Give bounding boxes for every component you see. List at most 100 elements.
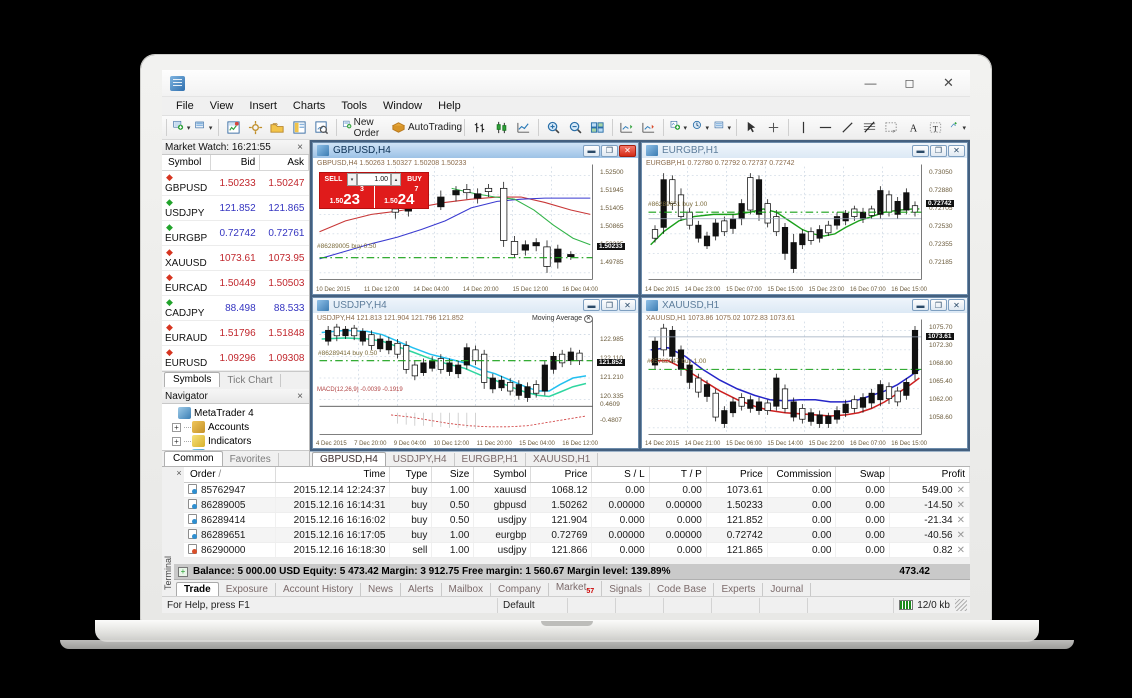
tab-favorites[interactable]: Favorites xyxy=(223,453,279,466)
chart-shift-icon[interactable] xyxy=(616,118,637,138)
chart-close-button[interactable]: ✕ xyxy=(619,144,636,157)
chart-tab-xauusd[interactable]: XAUUSD,H1 xyxy=(526,453,599,466)
col-price-current[interactable]: Price xyxy=(706,467,768,483)
menu-charts[interactable]: Charts xyxy=(292,100,326,112)
market-watch-table[interactable]: Symbol Bid Ask ◆GBPUSD 1.50233 1.50247 ◆… xyxy=(162,155,309,371)
status-profile[interactable]: Default xyxy=(498,597,568,613)
one-click-trading-panel[interactable]: SELL ▾ 1.00 ▴ BUY 1.50 xyxy=(319,172,429,209)
chart-tab-usdjpy[interactable]: USDJPY,H4 xyxy=(386,453,455,466)
expand-toggle[interactable]: + xyxy=(172,436,181,446)
tab-company[interactable]: Company xyxy=(491,583,549,596)
tab-symbols[interactable]: Symbols xyxy=(164,372,221,387)
chart-window-eurgbp[interactable]: EURGBP,H1 ▬ ❐ ✕ xyxy=(641,142,968,295)
horizontal-line-icon[interactable] xyxy=(815,118,836,138)
tree-item-expert-advisors[interactable]: - Expert Advisors xyxy=(164,448,309,450)
menu-tools[interactable]: Tools xyxy=(341,100,367,112)
tab-signals[interactable]: Signals xyxy=(602,583,650,596)
column-bid[interactable]: Bid xyxy=(210,155,261,171)
order-row[interactable]: 86290000 2015.12.16 16:18:30 sell 1.00 u… xyxy=(184,542,970,558)
templates-icon[interactable]: ▾ xyxy=(712,118,733,138)
column-ask[interactable]: Ask xyxy=(259,155,309,171)
chart-restore-button[interactable]: ❐ xyxy=(601,144,618,157)
tab-experts[interactable]: Experts xyxy=(714,583,764,596)
col-symbol[interactable]: Symbol xyxy=(473,467,532,483)
close-button[interactable]: ✕ xyxy=(943,75,954,90)
chart-canvas-usdjpy[interactable]: USDJPY,H4 121.813 121.904 121.796 121.85… xyxy=(313,312,638,448)
new-chart-icon[interactable]: ▾ xyxy=(171,118,192,138)
chart-minimize-button[interactable]: ▬ xyxy=(583,144,600,157)
text-icon[interactable]: A xyxy=(903,118,924,138)
col-type[interactable]: Type xyxy=(389,467,433,483)
toolbar-grip-2[interactable] xyxy=(463,119,467,136)
tab-exposure[interactable]: Exposure xyxy=(219,583,276,596)
tab-news[interactable]: News xyxy=(361,583,401,596)
col-commission[interactable]: Commission xyxy=(767,467,837,483)
chart-autoscroll-icon[interactable] xyxy=(638,118,659,138)
sell-price-button[interactable]: 1.50 23 3 xyxy=(320,186,375,208)
col-swap[interactable]: Swap xyxy=(835,467,890,483)
tab-tick-chart[interactable]: Tick Chart xyxy=(220,374,281,387)
new-order-button[interactable]: New Order xyxy=(341,117,388,139)
toolbar-grip-3[interactable] xyxy=(735,119,739,136)
expand-summary-icon[interactable]: + xyxy=(178,566,188,577)
col-order[interactable]: Order / xyxy=(184,467,276,483)
volume-decrease-button[interactable]: ▾ xyxy=(347,173,357,186)
col-size[interactable]: Size xyxy=(431,467,475,483)
cursor-icon[interactable] xyxy=(741,118,762,138)
col-price-open[interactable]: Price xyxy=(530,467,593,483)
tab-common[interactable]: Common xyxy=(164,451,223,466)
periods-icon[interactable]: ▾ xyxy=(690,118,711,138)
chart-minimize-button[interactable]: ▬ xyxy=(912,299,929,311)
col-profit[interactable]: Profit xyxy=(889,467,970,483)
tab-alerts[interactable]: Alerts xyxy=(401,583,442,596)
buy-price-button[interactable]: 1.50 24 7 xyxy=(375,186,429,208)
candlestick-chart-icon[interactable] xyxy=(491,118,512,138)
tab-trade[interactable]: Trade xyxy=(176,582,219,596)
autotrading-button[interactable]: AutoTrading xyxy=(407,118,462,143)
market-watch-row[interactable]: ◆GBPUSD 1.50233 1.50247 xyxy=(162,170,309,196)
tab-journal[interactable]: Journal xyxy=(763,583,812,596)
market-watch-row[interactable]: ◆USDJPY 121.852 121.865 xyxy=(162,195,309,221)
chart-canvas-eurgbp[interactable]: EURGBP,H1 0.72780 0.72792 0.72737 0.7274… xyxy=(642,158,967,294)
chart-canvas-gbpusd[interactable]: GBPUSD,H4 1.50263 1.50327 1.50208 1.5023… xyxy=(313,158,638,294)
equidistant-channel-icon[interactable]: F xyxy=(881,118,902,138)
navigator-tree[interactable]: MetaTrader 4 + Accounts + Indica xyxy=(162,404,309,450)
tab-code-base[interactable]: Code Base xyxy=(650,583,715,596)
chart-tab-eurgbp[interactable]: EURGBP,H1 xyxy=(455,453,527,466)
volume-input[interactable]: 1.00 xyxy=(357,173,391,186)
chart-minimize-button[interactable]: ▬ xyxy=(583,299,600,311)
col-sl[interactable]: S / L xyxy=(591,467,650,483)
navigator-icon[interactable] xyxy=(267,118,288,138)
order-row[interactable]: 86289005 2015.12.16 16:14:31 buy 0.50 gb… xyxy=(184,497,970,513)
terminal-close-icon[interactable]: × xyxy=(174,467,184,564)
close-order-icon[interactable]: ✕ xyxy=(956,529,965,541)
tree-item-indicators[interactable]: + Indicators xyxy=(164,434,309,448)
tile-windows-icon[interactable] xyxy=(587,118,608,138)
terminal-icon[interactable] xyxy=(289,118,310,138)
chart-canvas-xauusd[interactable]: XAUUSD,H1 1073.86 1075.02 1072.83 1073.6… xyxy=(642,312,967,448)
close-order-icon[interactable]: ✕ xyxy=(956,514,965,526)
indicators-icon[interactable]: ▾ xyxy=(668,118,689,138)
menu-file[interactable]: File xyxy=(176,100,194,112)
zoom-in-icon[interactable] xyxy=(543,118,564,138)
market-watch-row[interactable]: ◆EURGBP 0.72742 0.72761 xyxy=(162,220,309,246)
chart-minimize-button[interactable]: ▬ xyxy=(912,144,929,157)
trendline-icon[interactable] xyxy=(837,118,858,138)
crosshair-icon[interactable] xyxy=(763,118,784,138)
order-row[interactable]: 86289651 2015.12.16 16:17:05 buy 1.00 eu… xyxy=(184,527,970,543)
orders-table[interactable]: Order / Time Type Size Symbol Price S / … xyxy=(184,467,970,558)
line-chart-icon[interactable] xyxy=(513,118,534,138)
menu-help[interactable]: Help xyxy=(438,100,461,112)
tab-mailbox[interactable]: Mailbox xyxy=(442,583,492,596)
tree-item-metatrader4[interactable]: MetaTrader 4 xyxy=(164,406,309,420)
shapes-icon[interactable]: ▾ xyxy=(947,118,968,138)
column-symbol[interactable]: Symbol xyxy=(162,155,212,171)
close-order-icon[interactable]: ✕ xyxy=(956,499,965,511)
col-tp[interactable]: T / P xyxy=(649,467,707,483)
volume-increase-button[interactable]: ▴ xyxy=(391,173,401,186)
market-watch-row[interactable]: ◆CADJPY 88.498 88.533 xyxy=(162,295,309,321)
market-watch-row[interactable]: ◆EURUSD 1.09296 1.09308 xyxy=(162,345,309,371)
order-row[interactable]: 85762947 2015.12.14 12:24:37 buy 1.00 xa… xyxy=(184,482,970,498)
market-watch-row[interactable]: ◆EURAUD 1.51796 1.51848 xyxy=(162,320,309,346)
fibonacci-icon[interactable] xyxy=(859,118,880,138)
